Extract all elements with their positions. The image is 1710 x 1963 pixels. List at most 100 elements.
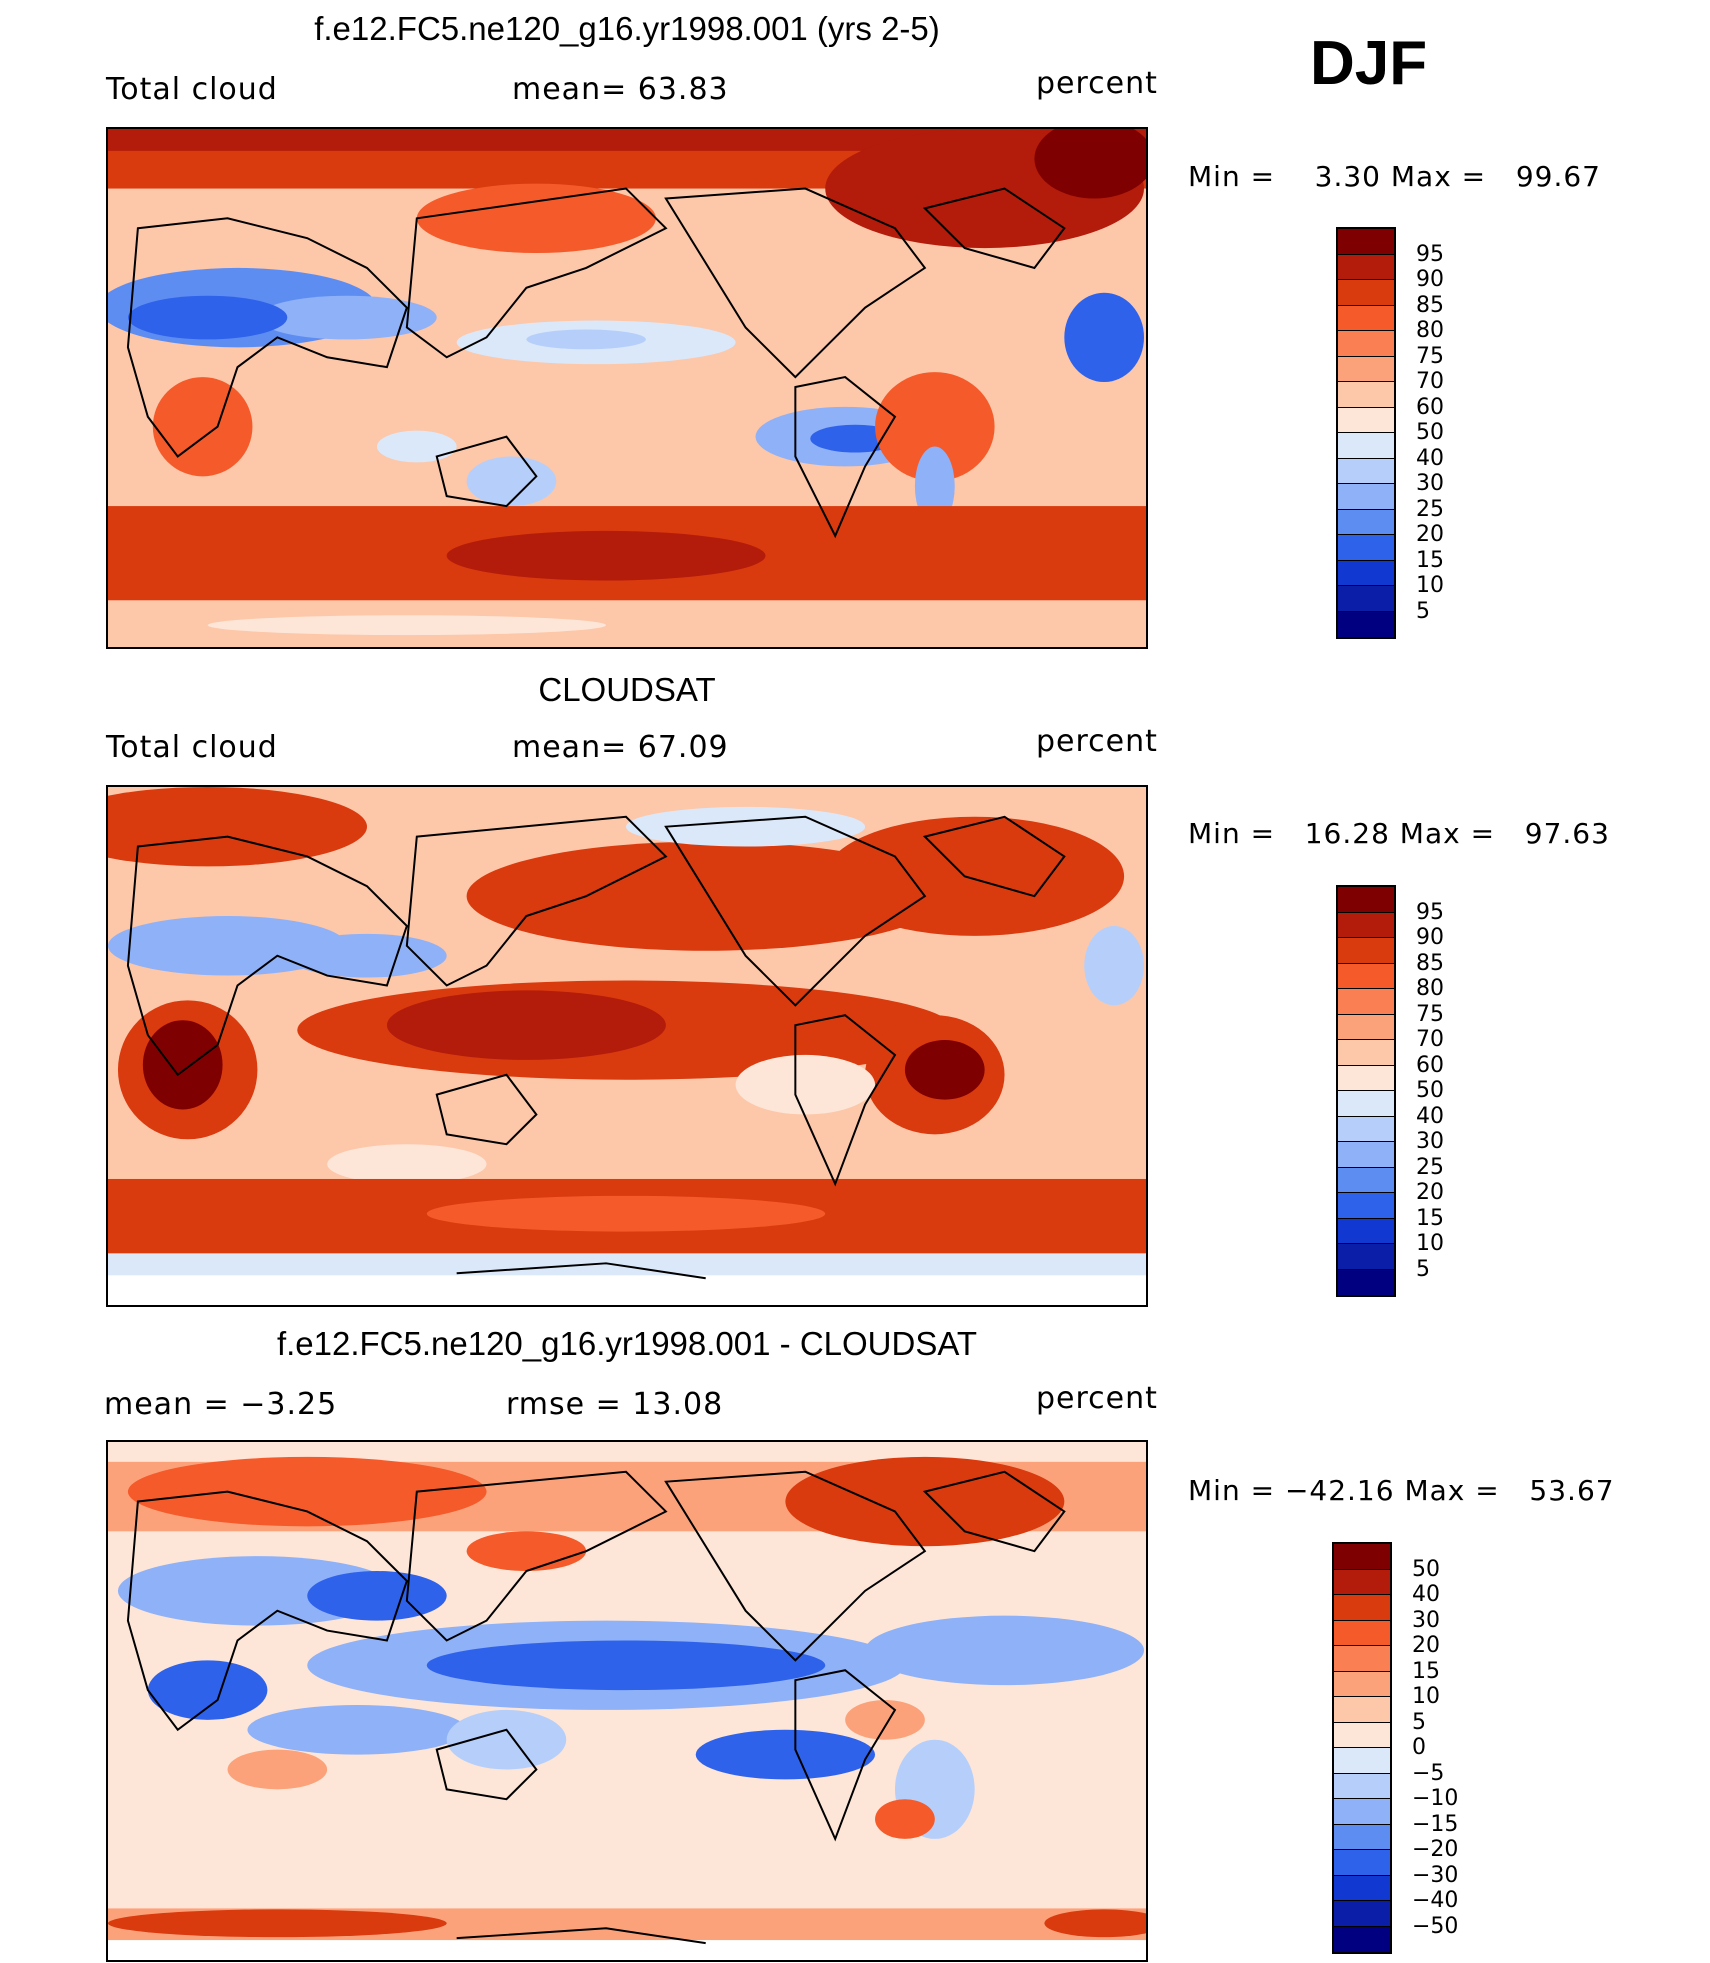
colorbar-swatch <box>1338 1244 1394 1270</box>
colorbar-tick-label: 95 <box>1416 899 1444 925</box>
colorbar-tick-label: −30 <box>1412 1862 1459 1888</box>
world-map-model <box>106 127 1148 649</box>
season-label: DJF <box>1310 29 1428 98</box>
colorbar-swatch <box>1338 331 1394 357</box>
variable-label: Total cloud <box>106 72 278 107</box>
colorbar-swatch <box>1338 1091 1394 1117</box>
variable-label: Total cloud <box>106 730 278 765</box>
colorbar-tick-label: 15 <box>1416 1205 1444 1231</box>
colorbar-swatch <box>1334 1799 1390 1825</box>
colorbar-swatch <box>1338 1269 1394 1295</box>
colorbar-swatch <box>1334 1901 1390 1927</box>
colorbar-swatch <box>1338 433 1394 459</box>
colorbar-tick-label: 40 <box>1416 445 1444 471</box>
colorbar-swatch <box>1338 938 1394 964</box>
colorbar-tick-label: 50 <box>1412 1556 1440 1582</box>
colorbar-tick-label: −15 <box>1412 1811 1459 1837</box>
colorbar-swatch <box>1338 1065 1394 1091</box>
colorbar-swatch <box>1338 484 1394 510</box>
units-label: percent <box>1036 724 1158 759</box>
colorbar-tick-label: 75 <box>1416 1001 1444 1027</box>
colorbar-swatch <box>1338 382 1394 408</box>
colorbar-tick-label: 20 <box>1412 1633 1440 1658</box>
world-map-cloudsat <box>106 785 1148 1307</box>
colorbar-tick-label: 25 <box>1416 496 1444 522</box>
colorbar-swatch <box>1338 1167 1394 1193</box>
colorbar-tick-label: 15 <box>1412 1658 1440 1684</box>
panel-title: f.e12.FC5.ne120_g16.yr1998.001 - CLOUDSA… <box>276 1325 978 1362</box>
colorbar-tick-label: 95 <box>1416 241 1444 267</box>
colorbar-swatch <box>1338 535 1394 561</box>
colorbar-tick-label: 20 <box>1416 1180 1444 1205</box>
colorbar-tick-label: 20 <box>1416 522 1444 547</box>
colorbar-swatch <box>1338 1014 1394 1040</box>
colorbar-tick-label: 15 <box>1416 547 1444 573</box>
colorbar-swatch <box>1334 1875 1390 1901</box>
colorbar-tick-label: 70 <box>1416 369 1444 394</box>
colorbar-swatch <box>1338 1218 1394 1244</box>
colorbar-tick-label: 85 <box>1416 292 1444 318</box>
colorbar-swatch <box>1338 280 1394 306</box>
units-label: percent <box>1036 66 1158 101</box>
panel-title: CLOUDSAT <box>538 671 716 708</box>
colorbar-swatch <box>1334 1646 1390 1672</box>
colorbar-swatch <box>1338 509 1394 535</box>
colorbar-swatch <box>1338 912 1394 938</box>
colorbar-swatch <box>1338 963 1394 989</box>
colorbar-tick-label: −5 <box>1412 1760 1445 1786</box>
colorbar-swatch <box>1334 1595 1390 1621</box>
colorbar-swatch <box>1334 1722 1390 1748</box>
colorbar-tick-label: 75 <box>1416 343 1444 369</box>
colorbar-tick-label: 5 <box>1412 1709 1426 1735</box>
colorbar-tick-label: 90 <box>1416 925 1444 950</box>
colorbar-swatch <box>1334 1748 1390 1774</box>
colorbar-tick-label: 85 <box>1416 950 1444 976</box>
colorbar-swatch <box>1334 1697 1390 1723</box>
colorbar-tick-label: −20 <box>1412 1837 1459 1862</box>
units-label: percent <box>1036 1381 1158 1416</box>
colorbar-swatch <box>1334 1569 1390 1595</box>
colorbar-swatch <box>1338 356 1394 382</box>
colorbar-swatch <box>1338 989 1394 1015</box>
colorbar-swatch <box>1338 586 1394 612</box>
colorbar-swatch <box>1334 1544 1390 1570</box>
colorbar-tick-label: −40 <box>1412 1888 1459 1913</box>
colorbar-tick-label: 60 <box>1416 1052 1444 1078</box>
colorbar-swatch <box>1334 1850 1390 1876</box>
world-map-difference <box>106 1440 1148 1962</box>
colorbar-tick-label: 10 <box>1412 1684 1440 1709</box>
colorbar-swatch <box>1338 305 1394 331</box>
colorbar-swatch <box>1338 407 1394 433</box>
colorbar-tick-label: 90 <box>1416 267 1444 292</box>
colorbar-swatch <box>1338 254 1394 280</box>
colorbar-swatch <box>1338 1116 1394 1142</box>
colorbar-tick-label: 0 <box>1412 1735 1426 1760</box>
colorbar-swatch <box>1338 229 1394 255</box>
colorbar-swatch <box>1334 1671 1390 1697</box>
colorbar-swatch <box>1334 1824 1390 1850</box>
colorbar-tick-label: 10 <box>1416 1231 1444 1256</box>
colorbar-swatch <box>1338 887 1394 913</box>
colorbar-tick-label: 10 <box>1416 573 1444 598</box>
colorbar-tick-label: 40 <box>1416 1103 1444 1129</box>
mean-label: mean = −3.25 <box>104 1387 338 1422</box>
colorbar-tick-label: 25 <box>1416 1154 1444 1180</box>
colorbar-swatch <box>1334 1773 1390 1799</box>
mean-label: mean= 63.83 <box>512 72 729 107</box>
colorbar-swatch <box>1334 1620 1390 1646</box>
colorbar-swatch <box>1338 1040 1394 1066</box>
colorbar-swatch <box>1338 1142 1394 1168</box>
colorbar-tick-label: 70 <box>1416 1027 1444 1052</box>
colorbar-swatch <box>1338 1193 1394 1219</box>
min-max-label: Min = 16.28 Max = 97.63 <box>1188 817 1610 850</box>
min-max-label: Min = −42.16 Max = 53.67 <box>1188 1474 1615 1507</box>
colorbar-tick-label: 5 <box>1416 598 1430 624</box>
min-max-label: Min = 3.30 Max = 99.67 <box>1188 160 1601 193</box>
colorbar-tick-label: 80 <box>1416 318 1444 343</box>
colorbar-swatch <box>1338 560 1394 586</box>
colorbar-swatch <box>1334 1926 1390 1952</box>
colorbar-tick-label: −10 <box>1412 1786 1459 1811</box>
colorbar-tick-label: 80 <box>1416 976 1444 1001</box>
colorbar-tick-label: 40 <box>1412 1582 1440 1607</box>
colorbar-swatch <box>1338 611 1394 637</box>
